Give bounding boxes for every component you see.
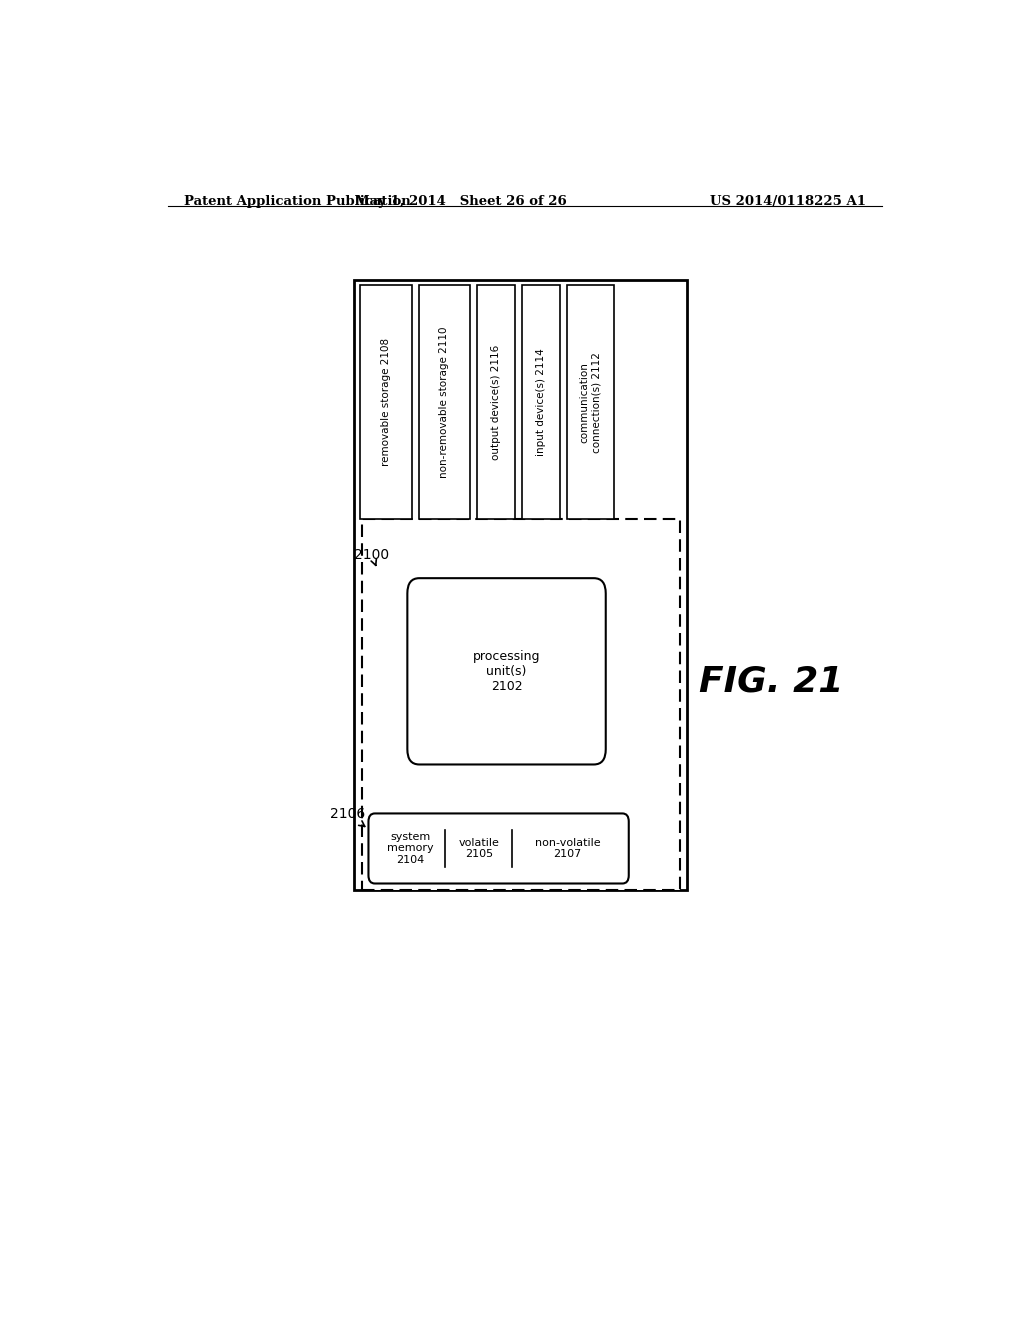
FancyBboxPatch shape xyxy=(408,578,606,764)
Bar xyxy=(354,280,687,890)
Text: Patent Application Publication: Patent Application Publication xyxy=(183,195,411,209)
Text: communication
connection(s) 2112: communication connection(s) 2112 xyxy=(580,352,601,453)
Text: input device(s) 2114: input device(s) 2114 xyxy=(536,348,546,457)
Bar xyxy=(477,285,515,519)
Text: 2106: 2106 xyxy=(331,807,366,826)
Bar xyxy=(419,285,470,519)
Text: output device(s) 2116: output device(s) 2116 xyxy=(490,345,501,459)
Text: processing
unit(s)
2102: processing unit(s) 2102 xyxy=(473,649,541,693)
Text: US 2014/0118225 A1: US 2014/0118225 A1 xyxy=(710,195,866,209)
Bar xyxy=(522,285,560,519)
Bar xyxy=(362,519,680,890)
Bar xyxy=(360,285,412,519)
Text: FIG. 21: FIG. 21 xyxy=(698,665,843,698)
Text: 2100: 2100 xyxy=(354,548,389,565)
Text: volatile
2105: volatile 2105 xyxy=(459,838,500,859)
Text: removable storage 2108: removable storage 2108 xyxy=(381,338,391,466)
FancyBboxPatch shape xyxy=(369,813,629,883)
Text: non-volatile
2107: non-volatile 2107 xyxy=(535,838,600,859)
Text: May 1, 2014   Sheet 26 of 26: May 1, 2014 Sheet 26 of 26 xyxy=(355,195,567,209)
Bar xyxy=(567,285,614,519)
Text: non-removable storage 2110: non-removable storage 2110 xyxy=(439,326,450,478)
Text: system
memory
2104: system memory 2104 xyxy=(387,832,433,865)
